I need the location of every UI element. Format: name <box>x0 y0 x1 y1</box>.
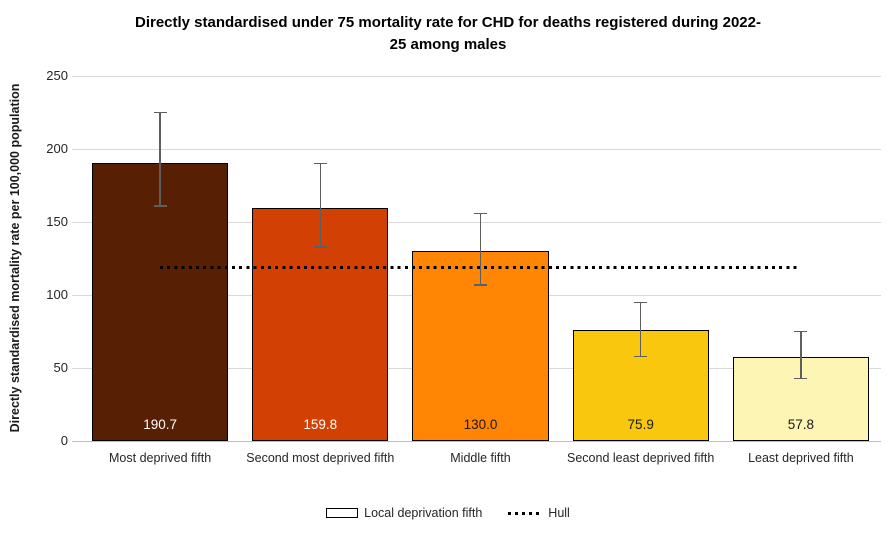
error-bar-cap-bottom <box>153 205 167 207</box>
chart-title-line-1: Directly standardised under 75 mortality… <box>134 14 761 31</box>
x-category-label: Most deprived fifth <box>109 451 212 465</box>
x-axis-line <box>72 441 881 442</box>
error-bar-cap-bottom <box>474 284 487 286</box>
bar-swatch-icon <box>326 508 359 518</box>
error-bar-line <box>159 112 161 206</box>
bar-value-label: 130.0 <box>463 417 498 432</box>
error-bar-cap-top <box>634 301 648 304</box>
bar-value-label: 75.9 <box>627 417 654 432</box>
y-tick-label: 100 <box>46 287 68 302</box>
y-gridline <box>72 76 881 77</box>
legend-label: Hull <box>548 506 570 520</box>
error-bar-line <box>319 163 321 247</box>
y-tick-label: 50 <box>53 360 68 375</box>
y-tick-label: 0 <box>60 433 68 448</box>
bar-value-label: 57.8 <box>787 417 815 432</box>
legend-label: Local deprivation fifth <box>364 506 483 520</box>
y-gridline <box>72 149 881 150</box>
error-bar-line <box>479 213 482 285</box>
error-bar-line <box>639 302 642 357</box>
bar-value-label: 159.8 <box>303 417 338 432</box>
legend-item-hull: Hull <box>508 506 570 520</box>
y-tick-label: 200 <box>46 141 68 156</box>
y-tick-label: 250 <box>46 68 68 83</box>
chart-title-line-2: 25 among males <box>389 36 507 53</box>
y-axis-label: Directly standardised mortality rate per… <box>8 83 22 433</box>
error-bar-cap-bottom <box>313 246 327 248</box>
bar-value-label: 190.7 <box>143 417 177 432</box>
x-category-label: Second least deprived fifth <box>567 451 715 465</box>
error-bar-cap-bottom <box>634 355 648 358</box>
legend-item-local-deprivation-fifth: Local deprivation fifth <box>326 506 482 520</box>
chart-title: Directly standardised under 75 mortality… <box>48 12 848 56</box>
legend: Local deprivation fifth Hull <box>0 506 896 520</box>
y-tick-label: 150 <box>46 214 68 229</box>
dotted-line-icon <box>508 511 543 515</box>
error-bar-cap-top <box>474 212 487 214</box>
x-category-label: Middle fifth <box>450 451 511 465</box>
error-bar-cap-top <box>794 330 808 333</box>
x-category-label: Second most deprived fifth <box>246 451 395 465</box>
x-category-label: Least deprived fifth <box>748 451 854 465</box>
error-bar-cap-top <box>313 162 327 165</box>
error-bar-cap-bottom <box>794 377 808 379</box>
error-bar-cap-top <box>153 111 167 114</box>
error-bar-line <box>800 331 802 379</box>
y-gridline <box>72 222 881 223</box>
